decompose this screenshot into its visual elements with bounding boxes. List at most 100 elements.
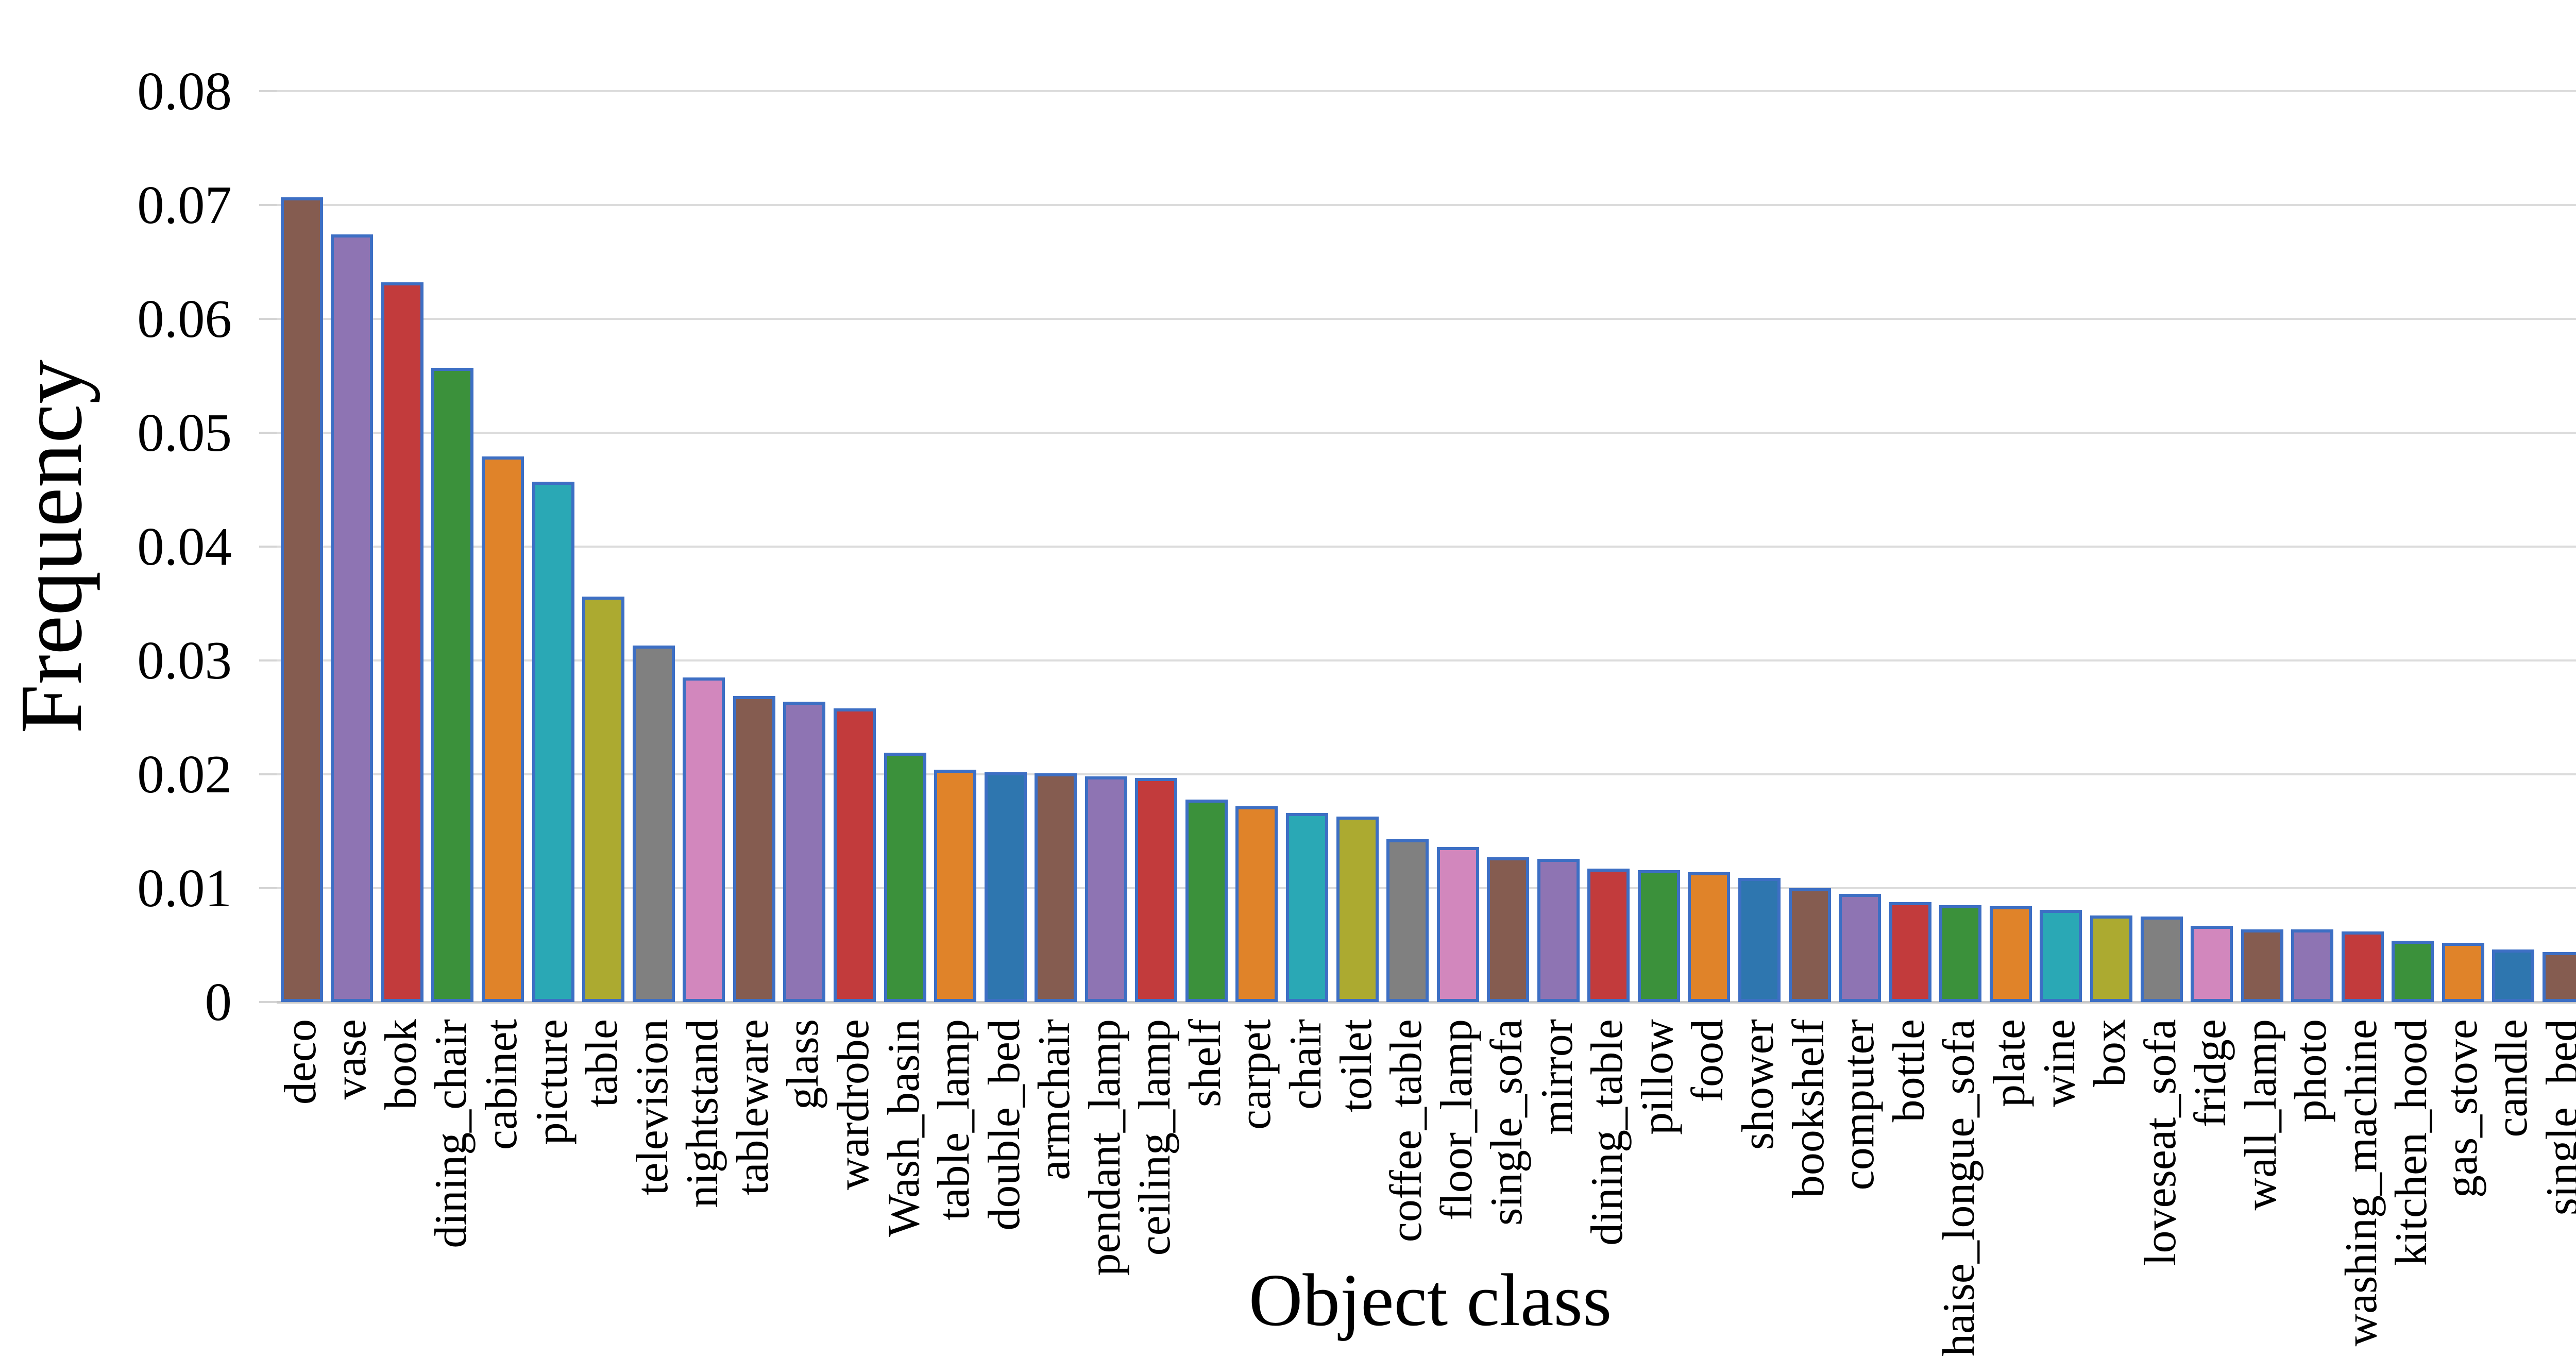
bar-television: [632, 646, 675, 1002]
x-tick-label-armchair: armchair: [1029, 1019, 1080, 1180]
bar-gas_stove: [2442, 943, 2484, 1002]
x-tick-label-plate: plate: [1984, 1019, 2035, 1108]
bar-loveseat_sofa: [2140, 917, 2183, 1002]
x-tick-label-toilet: toilet: [1331, 1019, 1381, 1112]
bar-carpet: [1235, 806, 1278, 1002]
bar-book: [381, 282, 423, 1002]
bar-kitchen_hood: [2392, 940, 2434, 1002]
y-tick-label: 0.01: [137, 858, 232, 918]
bar-wine: [2040, 909, 2082, 1002]
x-tick-label-tableware: tableware: [727, 1019, 778, 1195]
bar-shower: [1738, 878, 1781, 1002]
bar-Wash_basin: [884, 753, 926, 1002]
x-axis-line: [277, 1000, 2576, 1004]
x-tick-label-nightstand: nightstand: [677, 1019, 728, 1208]
bar-table_lamp: [934, 770, 977, 1002]
y-tick-label: 0: [205, 972, 232, 1032]
x-tick-label-book: book: [376, 1019, 426, 1110]
y-tick: [259, 887, 277, 889]
x-tick-label-deco: deco: [275, 1019, 326, 1105]
x-tick-label-table: table: [577, 1019, 628, 1108]
x-tick-label-picture: picture: [527, 1019, 577, 1145]
bar-deco: [280, 197, 323, 1002]
bar-table: [582, 597, 625, 1002]
y-tick: [259, 1001, 277, 1003]
bar-mirror: [1537, 858, 1580, 1002]
bar-bottle: [1889, 902, 1931, 1002]
x-tick-label-wine: wine: [2035, 1019, 2085, 1108]
y-tick: [259, 204, 277, 206]
bar-washing_machine: [2341, 931, 2384, 1002]
x-tick-label-wardrobe: wardrobe: [828, 1019, 878, 1191]
x-tick-label-pillow: pillow: [1632, 1019, 1683, 1135]
bar-photo: [2291, 929, 2334, 1002]
x-tick-label-dining_chair: dining_chair: [426, 1019, 477, 1248]
x-tick-label-food: food: [1683, 1019, 1733, 1102]
x-tick-label-cabinet: cabinet: [477, 1019, 527, 1150]
bar-shelf: [1185, 799, 1228, 1002]
x-tick-label-computer: computer: [1834, 1019, 1884, 1191]
bar-nightstand: [683, 677, 725, 1002]
bar-double_bed: [984, 772, 1027, 1002]
bar-food: [1688, 872, 1731, 1002]
x-tick-label-Wash_basin: Wash_basin: [878, 1019, 929, 1237]
grid-line: [277, 318, 2576, 320]
y-tick-label: 0.05: [137, 402, 232, 463]
y-tick-label: 0.02: [137, 744, 232, 804]
x-tick-label-coffee_table: coffee_table: [1381, 1019, 1432, 1243]
y-tick-label: 0.08: [137, 61, 232, 121]
bar-single_sofa: [1487, 857, 1530, 1002]
x-tick-label-television: television: [627, 1019, 677, 1196]
bar-chair: [1285, 813, 1328, 1002]
bar-plate: [1989, 906, 2032, 1002]
x-tick-label-single_sofa: single_sofa: [1482, 1019, 1532, 1226]
bar-box: [2090, 915, 2132, 1002]
bar-tableware: [733, 696, 775, 1002]
x-tick-label-single_bed: single_bed: [2537, 1019, 2576, 1216]
grid-line: [277, 90, 2576, 92]
bar-chaise_longue_sofa: [1939, 905, 1982, 1002]
x-tick-label-ceiling_lamp: ceiling_lamp: [1130, 1019, 1180, 1256]
y-tick: [259, 546, 277, 548]
bar-toilet: [1336, 816, 1379, 1002]
x-tick-label-pendant_lamp: pendant_lamp: [1079, 1019, 1130, 1276]
x-tick-label-box: box: [2084, 1019, 2135, 1087]
x-tick-label-glass: glass: [778, 1019, 828, 1110]
bar-bookshelf: [1788, 888, 1831, 1002]
bar-cabinet: [482, 456, 524, 1002]
x-tick-label-table_lamp: table_lamp: [929, 1019, 979, 1220]
y-tick-label: 0.03: [137, 630, 232, 690]
y-tick: [259, 773, 277, 775]
bar-vase: [331, 234, 374, 1002]
x-tick-label-kitchen_hood: kitchen_hood: [2386, 1019, 2437, 1266]
y-tick-label: 0.06: [137, 289, 232, 349]
x-tick-label-double_bed: double_bed: [979, 1019, 1029, 1231]
bar-wardrobe: [833, 708, 876, 1002]
x-tick-label-vase: vase: [326, 1019, 376, 1100]
x-tick-label-photo: photo: [2286, 1019, 2336, 1123]
x-tick-label-mirror: mirror: [1532, 1019, 1582, 1135]
bar-computer: [1839, 894, 1882, 1002]
y-tick-label: 0.07: [137, 175, 232, 235]
bar-dining_table: [1587, 869, 1630, 1002]
bar-wall_lamp: [2241, 929, 2283, 1002]
grid-line: [277, 773, 2576, 775]
bar-floor_lamp: [1436, 847, 1479, 1002]
bar-candle: [2492, 949, 2535, 1002]
x-tick-label-shelf: shelf: [1180, 1019, 1230, 1108]
x-tick-label-washing_machine: washing_machine: [2336, 1019, 2386, 1347]
x-axis-title: Object class: [1248, 1259, 1612, 1342]
bar-dining_chair: [431, 368, 474, 1002]
grid-line: [277, 204, 2576, 206]
x-tick-label-gas_stove: gas_stove: [2436, 1019, 2487, 1198]
x-tick-label-candle: candle: [2487, 1019, 2537, 1138]
plot-area: [277, 90, 2576, 1004]
x-tick-label-carpet: carpet: [1230, 1019, 1281, 1130]
x-tick-label-loveseat_sofa: loveseat_sofa: [2135, 1019, 2185, 1266]
grid-line: [277, 432, 2576, 434]
x-tick-label-chair: chair: [1280, 1019, 1331, 1110]
bar-pillow: [1637, 870, 1680, 1002]
x-tick-label-wall_lamp: wall_lamp: [2235, 1019, 2286, 1211]
bar-picture: [532, 482, 574, 1002]
